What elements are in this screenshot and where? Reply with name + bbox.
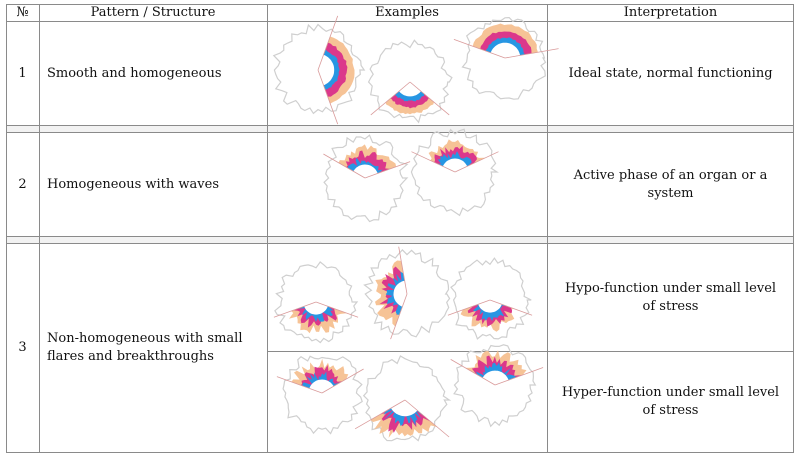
row-2-pattern-text: Homogeneous with waves xyxy=(47,176,220,192)
sector-guide-line xyxy=(370,81,411,116)
table-col-rule xyxy=(267,4,268,453)
sector-guide-line xyxy=(447,299,491,316)
flare-sector xyxy=(442,158,468,172)
row-2-interpretation-text: Active phase of an organ or a system xyxy=(573,167,768,201)
row-3-interpretation-hypo: Hypo-function under small level of stres… xyxy=(547,244,794,351)
sector-guide-line xyxy=(453,39,506,59)
sector-guide-line xyxy=(321,368,364,394)
header-pattern-text: Pattern / Structure xyxy=(90,5,216,20)
row-1-number: 1 xyxy=(6,22,39,125)
header-pattern: Pattern / Structure xyxy=(39,5,267,21)
sector-guide-line xyxy=(273,301,317,318)
aura-outline xyxy=(410,128,500,217)
flare-sector xyxy=(399,82,421,97)
sector-guide-line xyxy=(404,399,450,438)
table-border-bottom xyxy=(6,452,794,453)
sector-guide-line xyxy=(317,15,339,71)
sector-guide-line xyxy=(364,161,411,179)
aura-outline xyxy=(323,134,409,223)
sector-guide-line xyxy=(494,367,544,386)
row-1-interpretation-text: Ideal state, normal functioning xyxy=(568,65,773,81)
sector-guide-line xyxy=(411,151,456,173)
table-rule xyxy=(6,243,794,244)
table-col-rule xyxy=(39,4,40,453)
row-3-pattern-text: Non-homogeneous with small flares and br… xyxy=(47,331,243,364)
row-1-pattern-text: Smooth and homogeneous xyxy=(47,65,222,81)
aura-outline xyxy=(274,261,359,344)
row-1-interpretation: Ideal state, normal functioning xyxy=(547,22,794,125)
aura-outline xyxy=(363,249,451,338)
table-rule xyxy=(6,132,794,133)
row-separator-band xyxy=(6,126,794,132)
sector-guide-line xyxy=(317,69,339,125)
sector-guide-line xyxy=(315,301,359,318)
aura-outline xyxy=(362,355,452,442)
row-2-number: 2 xyxy=(6,133,39,236)
flare-sector xyxy=(318,54,335,86)
sector-guide-line xyxy=(504,48,559,59)
row-3-number: 3 xyxy=(6,244,39,452)
sector-guide-line xyxy=(354,399,406,430)
sector-guide-line xyxy=(323,153,366,179)
table-border-left xyxy=(6,4,7,453)
row-3-interpretation-hyper-text: Hyper-function under small level of stre… xyxy=(561,385,780,418)
row-3-number-text: 3 xyxy=(18,340,27,355)
aura-outline xyxy=(453,344,537,428)
row-3-pattern: Non-homogeneous with small flares and br… xyxy=(39,244,267,452)
table-rule xyxy=(6,125,794,126)
aura-outline xyxy=(282,355,363,435)
row-3-interpretation-hyper: Hyper-function under small level of stre… xyxy=(547,352,794,452)
aura-outline xyxy=(272,23,366,115)
table-rule xyxy=(267,351,794,352)
sector-guide-line xyxy=(454,151,499,173)
flare-sector xyxy=(490,42,521,58)
flare-sector xyxy=(478,300,502,313)
sector-guide-line xyxy=(390,293,408,340)
row-2-number-text: 2 xyxy=(18,176,27,192)
header-number: № xyxy=(6,5,39,21)
table-rule xyxy=(6,236,794,237)
header-examples-text: Examples xyxy=(375,5,439,20)
sector-guide-line xyxy=(398,246,408,295)
aura-outline xyxy=(367,39,453,124)
header-number-text: № xyxy=(16,5,29,20)
flare-sector xyxy=(393,280,407,307)
sector-guide-line xyxy=(489,299,533,316)
sector-guide-line xyxy=(409,81,450,116)
table-rule xyxy=(6,21,794,22)
header-interpretation: Interpretation xyxy=(547,5,794,21)
aura-outline xyxy=(461,16,547,100)
table-border-top xyxy=(6,4,794,5)
aura-outline xyxy=(450,257,532,340)
row-2-pattern: Homogeneous with waves xyxy=(39,133,267,236)
row-3-interpretation-hypo-text: Hypo-function under small level of stres… xyxy=(564,280,777,314)
flare-sector xyxy=(391,400,418,417)
sector-guide-line xyxy=(450,359,496,386)
row-1-pattern: Smooth and homogeneous xyxy=(39,22,267,125)
row-2-interpretation: Active phase of an organ or a system xyxy=(547,133,794,236)
sector-guide-line xyxy=(276,376,323,394)
table-col-rule xyxy=(547,4,548,453)
row-separator-band xyxy=(6,237,794,243)
header-interpretation-text: Interpretation xyxy=(623,5,718,20)
flare-sector xyxy=(304,302,328,315)
header-examples: Examples xyxy=(267,5,547,21)
table-border-right xyxy=(793,4,794,453)
row-1-number-text: 1 xyxy=(18,65,27,81)
